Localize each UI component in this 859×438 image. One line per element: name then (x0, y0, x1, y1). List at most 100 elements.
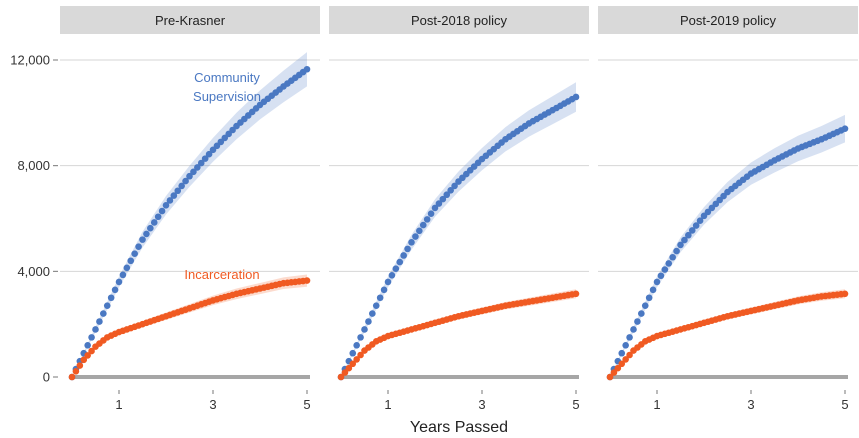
panels-layer: Pre-Krasner 1 3 5 Community Supervision Incarc… (60, 6, 858, 412)
data-point (435, 200, 443, 207)
y-axis: 0 4,000 8,000 12,000 (10, 53, 58, 385)
data-point (154, 213, 162, 221)
panel-1: Pre-Krasner 1 3 5 Community Supervision Incarc… (60, 6, 320, 412)
series-annotation: Incarceration (184, 267, 259, 282)
data-point (365, 318, 372, 325)
data-point (661, 266, 669, 273)
data-point (174, 187, 182, 195)
data-point (143, 230, 150, 238)
data-point (119, 271, 127, 279)
data-point (376, 294, 384, 302)
data-point (451, 182, 458, 190)
panel-title: Post-2018 policy (411, 13, 508, 28)
data-point (622, 356, 629, 363)
data-point (111, 286, 119, 294)
data-point (166, 197, 174, 204)
panel-title: Pre-Krasner (155, 13, 226, 28)
data-point (341, 369, 349, 376)
panel-3: Post-2019 policy 1 3 5 (598, 6, 858, 412)
data-point (412, 233, 419, 240)
data-point (423, 216, 431, 223)
data-point (92, 326, 99, 333)
x-tick-label: 5 (572, 397, 579, 412)
confidence-band (341, 82, 576, 377)
data-point (692, 222, 700, 229)
data-point (84, 352, 91, 359)
confidence-band (610, 114, 845, 378)
data-point (572, 290, 580, 298)
data-point (416, 227, 423, 235)
data-point (103, 302, 111, 309)
panel-strip (598, 6, 858, 34)
series-incarceration (68, 274, 311, 381)
series-annotation: Community Supervision (193, 70, 261, 104)
data-point (201, 155, 209, 162)
data-point (626, 334, 633, 341)
data-point (677, 241, 684, 249)
data-point (357, 351, 364, 359)
data-point (669, 253, 676, 261)
x-tick-label: 5 (303, 397, 310, 412)
data-point (80, 356, 88, 364)
x-tick-label: 1 (115, 397, 122, 412)
data-point (447, 187, 454, 194)
panel-strip (60, 6, 320, 34)
data-point (369, 310, 376, 317)
data-point (88, 347, 95, 355)
data-point (649, 286, 657, 294)
confidence-band (72, 52, 307, 377)
data-point (190, 168, 197, 176)
series-community (337, 82, 580, 381)
data-point (303, 277, 311, 284)
data-point (657, 272, 665, 280)
data-point (439, 195, 447, 203)
data-point (353, 356, 360, 363)
data-point (150, 219, 158, 226)
data-point (131, 250, 138, 258)
data-point (135, 243, 142, 250)
data-point (614, 364, 622, 372)
data-point (427, 210, 435, 217)
data-point (349, 360, 357, 368)
data-point (76, 362, 84, 369)
data-point (645, 294, 653, 302)
data-point (147, 224, 154, 232)
x-axis-title: Years Passed (410, 419, 508, 436)
data-point (357, 334, 364, 341)
data-point (96, 318, 103, 325)
data-point (88, 334, 95, 341)
y-tick-label: 0 (43, 370, 50, 385)
data-point (182, 177, 189, 185)
data-point (606, 373, 614, 381)
data-point (353, 342, 360, 349)
data-point (419, 221, 427, 229)
data-point (622, 342, 629, 349)
data-point (158, 207, 166, 215)
data-point (638, 310, 645, 317)
data-point (688, 227, 696, 234)
x-tick-label: 3 (209, 397, 216, 412)
data-point (384, 278, 392, 286)
data-point (115, 278, 123, 286)
data-point (653, 278, 661, 286)
data-point (388, 272, 396, 279)
x-tick-label: 1 (384, 397, 391, 412)
data-point (630, 326, 637, 333)
data-point (685, 231, 692, 239)
y-tick-label: 8,000 (17, 158, 50, 173)
data-point (396, 258, 404, 266)
panel-title: Post-2019 policy (680, 13, 777, 28)
data-point (197, 159, 205, 167)
data-point (572, 93, 580, 101)
data-point (400, 252, 407, 259)
data-point (84, 342, 91, 349)
data-point (372, 302, 380, 309)
data-point (404, 245, 411, 253)
data-point (100, 310, 107, 317)
data-point (610, 369, 618, 376)
data-point (139, 236, 146, 243)
confidence-band (72, 274, 307, 377)
data-point (170, 192, 178, 199)
data-point (162, 201, 170, 209)
